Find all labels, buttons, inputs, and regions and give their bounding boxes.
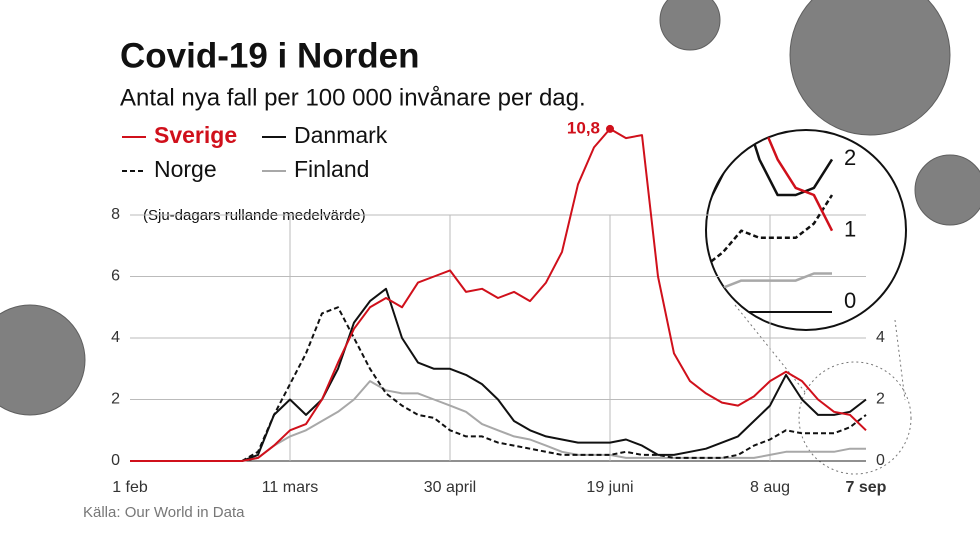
inset-circle [705,129,907,331]
line-norge [706,194,834,268]
line-danmark [130,287,867,462]
inset-tick-label: 2 [844,145,856,170]
legend-label: Sverige [154,122,237,148]
inset-tick-label: 1 [844,217,856,242]
line-finland [706,272,832,297]
peak-label: 10,8 [567,118,600,137]
line-sverige [130,127,867,462]
virus-decoration [0,0,980,416]
y-tick-label: 4 [111,329,120,346]
y2-tick-label: 4 [876,329,885,346]
x-tick-label: 7 sep [846,479,887,496]
y2-tick-label: 0 [876,452,885,469]
inset-tick-label: 0 [844,288,856,313]
line-finland [130,380,866,462]
x-tick-label: 30 april [424,479,476,496]
chart-subtitle: Antal nya fall per 100 000 invånare per … [120,84,586,111]
x-tick-label: 19 juni [586,479,633,496]
line-sverige [706,130,834,232]
zoom-connector [894,319,906,401]
y-tick-label: 6 [111,268,120,285]
inset: 0 1 2 [706,130,856,313]
x-tick-label: 8 aug [750,479,790,496]
legend-label: Norge [154,156,217,182]
y-tick-label: 2 [111,391,120,408]
zoom-area [798,361,912,475]
legend-label: Finland [294,156,369,182]
y-tick-label: 8 [111,206,120,223]
x-tick-label: 1 feb [112,479,148,496]
y-tick-label: 0 [111,452,120,469]
line-norge [130,306,867,462]
chart-title: Covid-19 i Norden [120,36,419,75]
y2-tick-label: 2 [876,391,885,408]
x-tick-label: 11 mars [262,479,319,496]
source: Källa: Our World in Data [83,504,245,521]
legend-label: Danmark [294,122,388,148]
peak-dot [606,124,614,133]
